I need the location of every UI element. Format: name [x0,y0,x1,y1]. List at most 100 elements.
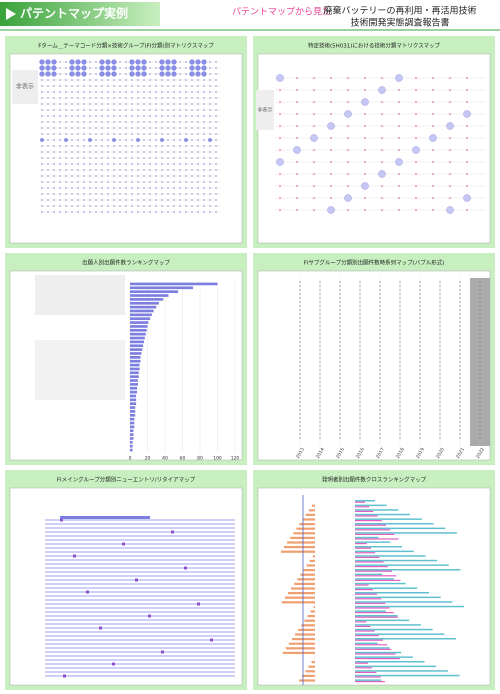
dot [155,139,157,141]
dot [113,103,115,105]
dot [149,205,151,207]
dot [339,421,341,423]
bar-left [284,596,315,599]
dot [131,133,133,135]
dot [466,173,468,175]
dot [419,401,421,403]
dot [137,157,139,159]
dot [299,365,301,367]
bar-right2 [355,635,379,637]
dot [439,329,441,331]
dot [344,194,352,202]
dot [359,365,361,367]
dot [379,325,381,327]
dot [53,211,55,213]
dot [419,417,421,419]
dot [359,385,361,387]
dot [83,91,85,93]
dot [319,325,321,327]
dot [364,149,366,151]
x-tick-label: 120 [231,456,240,462]
year-label: 2015 [335,447,346,460]
dot [479,345,481,347]
label-block [35,340,125,400]
dot [319,433,321,435]
bar-right [355,661,425,663]
dot [319,293,321,295]
dot [215,85,217,87]
bar-right [355,642,378,645]
dot [419,349,421,351]
dot [167,163,169,165]
dot [179,163,181,165]
dot [83,121,85,123]
bar-right [355,587,418,589]
bar-left [311,504,315,507]
dot [398,197,400,199]
dot [399,381,401,383]
dot [41,187,43,189]
bar [130,448,133,452]
dot [415,113,417,115]
dot [179,79,181,81]
dot [173,205,175,207]
dot [41,103,43,105]
marker [63,674,66,678]
dot [279,173,281,175]
bar [130,336,145,340]
dot [167,181,169,183]
dot [143,175,145,177]
dot [459,281,461,283]
dot [59,139,61,141]
dot [339,301,341,303]
dot [479,405,481,407]
bar [130,367,140,371]
dot [439,369,441,371]
dot [131,103,133,105]
dot [167,97,169,99]
dot [209,157,211,159]
dot [419,313,421,315]
dot [137,79,139,81]
dot [299,409,301,411]
dot [101,91,103,93]
dot [59,73,61,75]
dot [41,163,43,165]
dot [359,321,361,323]
bar-right [355,601,453,603]
dot [143,145,145,147]
dot [466,101,468,103]
dot [89,151,91,153]
marker [122,542,125,546]
dot [137,97,139,99]
dot [131,85,133,87]
dot [197,133,199,135]
dot [197,187,199,189]
dot [143,115,145,117]
dot [319,285,321,287]
dot [65,175,67,177]
dot [53,145,55,147]
dot [191,199,193,201]
dot [379,285,381,287]
dot [197,109,199,111]
dot [184,138,188,142]
dot [379,397,381,399]
x-tick-label: 80 [197,456,203,462]
dot [135,59,141,65]
bar-right2 [355,501,365,503]
dot [95,169,97,171]
dot [379,309,381,311]
bar [130,363,140,367]
dot [299,329,301,331]
bar-right2 [355,676,381,678]
dot [463,110,471,118]
dot [339,409,341,411]
dot [459,301,461,303]
dot [185,127,187,129]
dot [209,175,211,177]
dot [399,389,401,391]
bar-left [288,592,315,595]
dot [203,163,205,165]
dot [71,181,73,183]
